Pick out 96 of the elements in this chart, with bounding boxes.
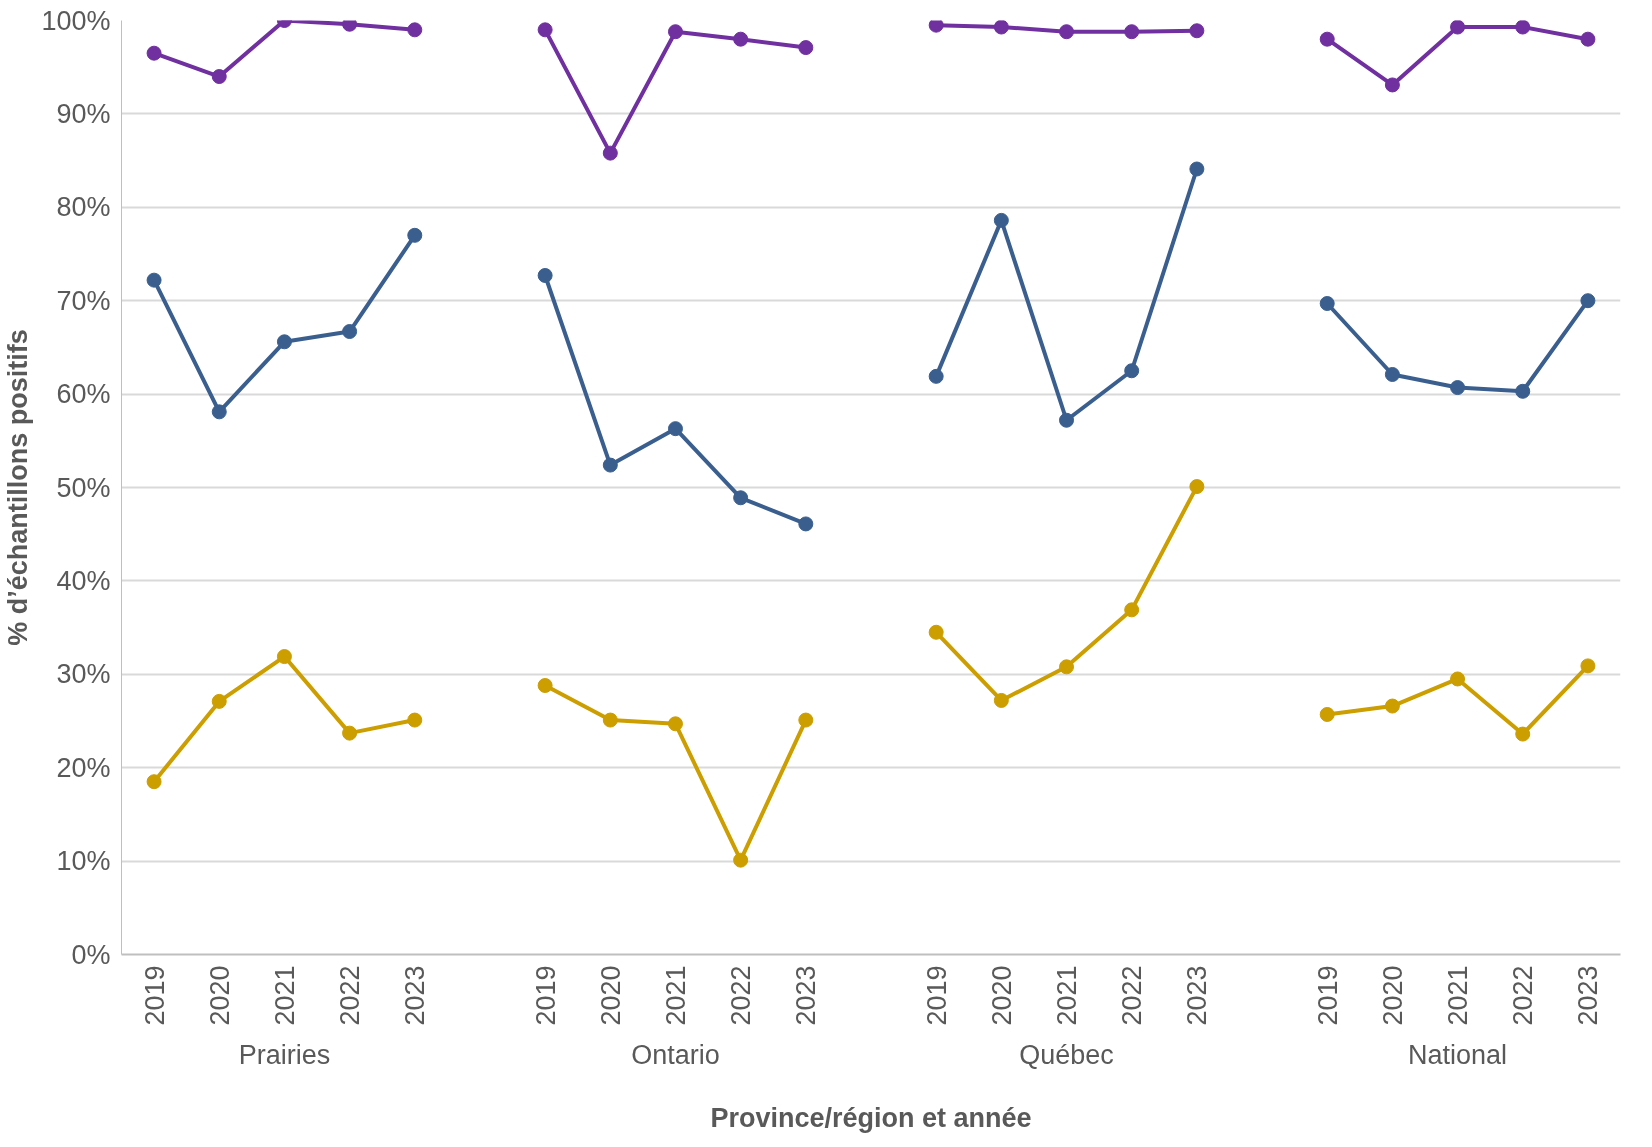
- point: [1384, 698, 1400, 714]
- point: [537, 678, 553, 693]
- point: [276, 649, 292, 665]
- x-tick-label: 2019: [921, 965, 952, 1026]
- text: Ontario: [631, 1039, 720, 1070]
- x-tick-label: 2023: [791, 965, 822, 1026]
- point: [1059, 412, 1075, 428]
- point: [1124, 24, 1140, 40]
- x-tick-label: 2021: [1443, 965, 1474, 1026]
- point: [1124, 602, 1140, 618]
- x-tick-label: 2021: [1052, 965, 1083, 1026]
- point: [1450, 380, 1466, 396]
- x-tick-label: 2020: [1377, 965, 1408, 1026]
- point: [993, 692, 1009, 708]
- x-tick-label: 2021: [660, 965, 691, 1026]
- point: [407, 227, 423, 243]
- y-tick-label: 0%: [71, 939, 111, 970]
- point: [146, 774, 162, 790]
- point: [928, 20, 944, 33]
- y-axis-title: % d’échantillons positifs: [3, 329, 34, 646]
- point: [537, 268, 553, 283]
- x-tick-label: 2023: [1182, 965, 1213, 1026]
- point: [798, 40, 814, 56]
- point: [1189, 161, 1205, 177]
- point: [667, 421, 683, 437]
- x-tick-label: 2020: [986, 965, 1017, 1026]
- point: [928, 624, 944, 640]
- x-tick-label: 2023: [1573, 965, 1604, 1026]
- y-tick-label: 90%: [56, 98, 111, 129]
- point: [993, 20, 1009, 35]
- point: [1384, 367, 1400, 382]
- point: [146, 272, 162, 288]
- text: Québec: [1019, 1039, 1114, 1070]
- point: [1450, 20, 1466, 35]
- point: [276, 334, 292, 350]
- point: [407, 712, 423, 728]
- point: [211, 69, 227, 85]
- point: [1319, 31, 1335, 47]
- point: [211, 693, 227, 709]
- point: [1319, 706, 1335, 722]
- point: [1580, 31, 1596, 47]
- y-tick-label: 100%: [41, 5, 111, 36]
- point: [1124, 363, 1140, 379]
- point: [667, 716, 683, 732]
- point: [1059, 659, 1075, 675]
- point: [667, 24, 683, 40]
- x-axis-title: Province/région et année: [710, 1102, 1032, 1133]
- point: [733, 490, 749, 506]
- y-tick-label: 80%: [56, 192, 111, 223]
- y-tick-label: 30%: [56, 659, 111, 690]
- y-tick-label: 70%: [56, 285, 111, 316]
- y-tick-label: 10%: [56, 846, 111, 877]
- x-tick-label: 2022: [726, 965, 757, 1026]
- point: [1515, 20, 1531, 35]
- point: [1580, 658, 1596, 674]
- point: [1189, 23, 1205, 39]
- x-tick-label: 2022: [1508, 965, 1539, 1026]
- point: [1450, 671, 1466, 687]
- x-tick-label: 2023: [400, 965, 431, 1026]
- point: [342, 20, 358, 32]
- point: [342, 725, 358, 741]
- point: [733, 31, 749, 47]
- point: [602, 145, 618, 161]
- x-tick-label: 2020: [204, 965, 235, 1026]
- x-tick-label: 2021: [269, 965, 300, 1026]
- point: [1189, 479, 1205, 495]
- point: [993, 212, 1009, 228]
- point: [537, 22, 553, 38]
- x-tick-label: 2019: [139, 965, 170, 1026]
- y-tick-label: 20%: [56, 752, 111, 783]
- point: [798, 516, 814, 532]
- y-tick-label: 40%: [56, 565, 111, 596]
- x-tick-label: 2022: [1117, 965, 1148, 1026]
- point: [1059, 24, 1075, 40]
- point: [1515, 383, 1531, 399]
- point: [602, 712, 618, 728]
- point: [1384, 77, 1400, 93]
- x-tick-label: 2019: [530, 965, 561, 1026]
- point: [407, 22, 423, 38]
- y-tick-label: 60%: [56, 379, 111, 410]
- point: [733, 852, 749, 868]
- point: [211, 404, 227, 420]
- x-tick-label: 2020: [595, 965, 626, 1026]
- point: [602, 457, 618, 473]
- point: [1515, 726, 1531, 742]
- point: [928, 368, 944, 384]
- point: [798, 712, 814, 728]
- x-tick-label: 2019: [1312, 965, 1343, 1026]
- text: National: [1408, 1039, 1508, 1070]
- point: [146, 45, 162, 61]
- text: Prairies: [238, 1039, 331, 1070]
- point: [1319, 296, 1335, 311]
- y-tick-label: 50%: [56, 472, 111, 503]
- x-tick-label: 2022: [335, 965, 366, 1026]
- point: [1580, 293, 1596, 309]
- point: [342, 324, 358, 340]
